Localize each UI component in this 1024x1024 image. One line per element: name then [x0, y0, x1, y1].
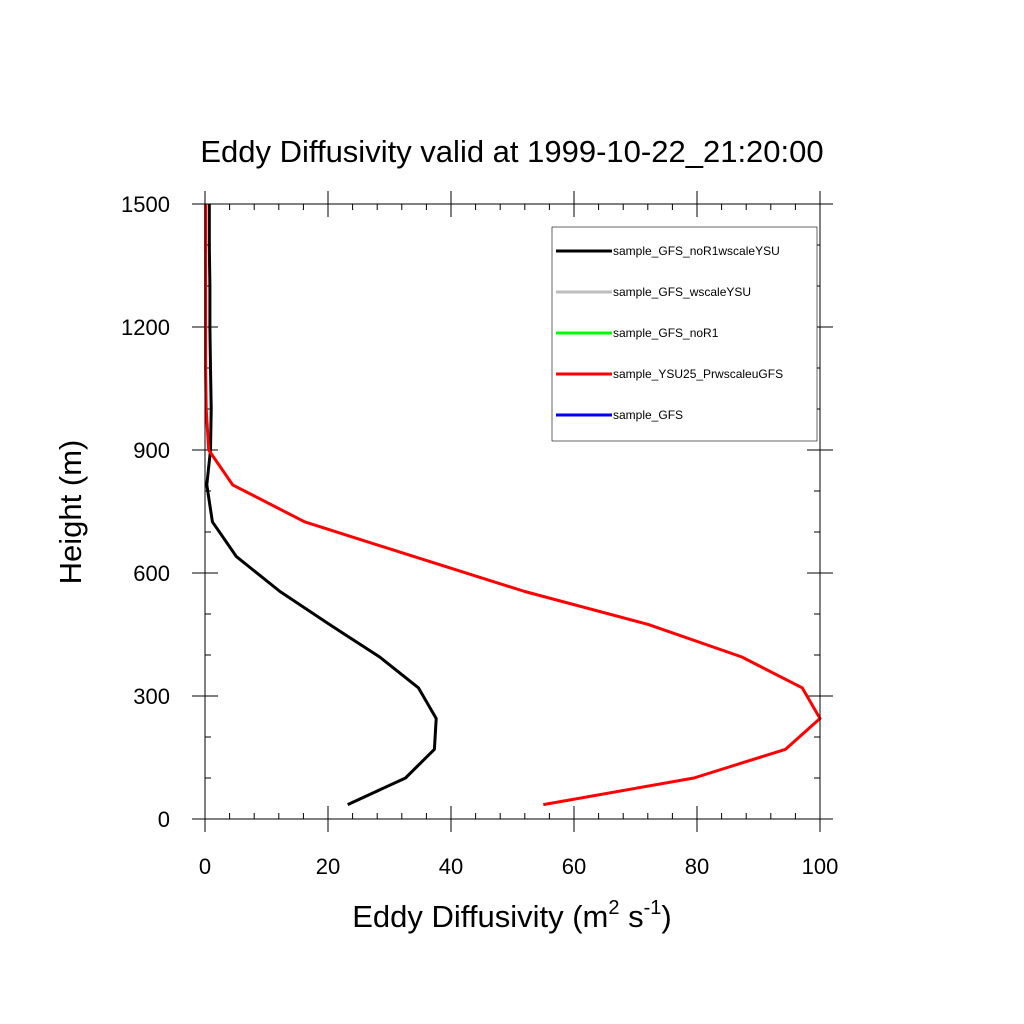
x-tick-label: 40: [439, 854, 463, 879]
series-line-1: [205, 204, 438, 806]
x-tick-labels: 0 20 40 60 80 100: [199, 854, 838, 879]
legend: sample_GFS_noR1wscaleYSU sample_GFS_wscal…: [551, 226, 818, 442]
y-tick-label: 300: [133, 684, 170, 709]
y-axis-label: Height (m): [53, 440, 88, 585]
x-axis-label-sup2: -1: [644, 897, 662, 919]
x-tick-label: 0: [199, 854, 211, 879]
y-tick-label: 900: [133, 438, 170, 463]
x-axis-label: Eddy Diffusivity (m2 s-1): [352, 897, 671, 934]
x-tick-label: 20: [316, 854, 340, 879]
x-tick-label: 80: [685, 854, 709, 879]
series-lines: [204, 204, 822, 807]
series-line-4: [204, 204, 822, 807]
legend-label-5: sample_GFS: [613, 408, 683, 422]
x-axis-label-mid: s: [619, 899, 643, 934]
legend-label-4: sample_YSU25_PrwscaleuGFS: [613, 367, 783, 381]
y-tick-labels: 0 300 600 900 1200 1500: [121, 192, 170, 832]
y-tick-label: 1500: [121, 192, 170, 217]
x-axis-label-base: Eddy Diffusivity (m: [352, 899, 608, 934]
x-axis-label-end: ): [661, 899, 671, 934]
plot-frame: [204, 203, 821, 820]
x-tick-label: 60: [562, 854, 586, 879]
y-tick-label: 0: [158, 807, 170, 832]
legend-label-2: sample_GFS_wscaleYSU: [613, 285, 751, 299]
y-tick-label: 1200: [121, 315, 170, 340]
y-tick-label: 600: [133, 561, 170, 586]
legend-label-3: sample_GFS_noR1: [613, 326, 719, 340]
legend-label-1: sample_GFS_noR1wscaleYSU: [613, 244, 780, 258]
x-tick-label: 100: [802, 854, 839, 879]
x-axis-label-sup1: 2: [608, 897, 619, 919]
chart-title: Eddy Diffusivity valid at 1999-10-22_21:…: [200, 134, 823, 169]
